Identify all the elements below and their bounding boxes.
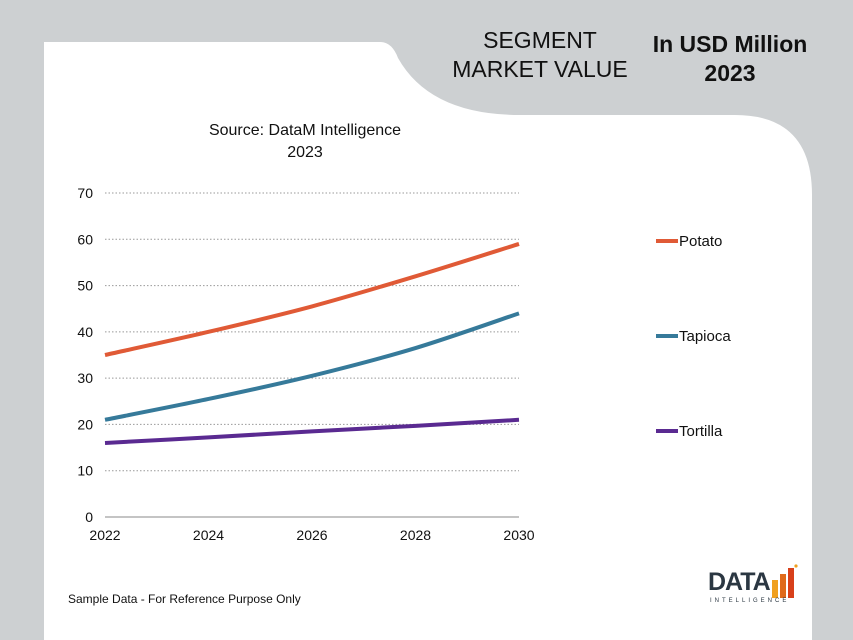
y-tick-label: 0	[85, 509, 93, 525]
y-tick-label: 20	[77, 416, 93, 432]
x-tick-label: 2022	[89, 527, 120, 543]
legend-item-tapioca: Tapioca	[656, 326, 731, 346]
legend-swatch	[656, 334, 678, 338]
x-tick-label: 2026	[296, 527, 327, 543]
series-line-tortilla	[104, 417, 520, 445]
series-line-potato	[104, 242, 520, 357]
chart-subtitle: 2023	[287, 144, 323, 161]
usd-line: In USD Million	[652, 31, 808, 57]
sample-data-footnote: Sample Data - For Reference Purpose Only	[68, 592, 301, 606]
legend-item-tortilla: Tortilla	[656, 421, 722, 441]
chart-title: Source: DataM Intelligence	[208, 122, 402, 139]
x-tick-label: 2028	[400, 527, 431, 543]
legend-item-potato: Potato	[656, 231, 722, 251]
y-tick-label: 10	[77, 463, 93, 479]
logo-subtitle: INTELLIGENCE	[710, 598, 790, 604]
legend-label: Tapioca	[679, 327, 731, 345]
x-tick-label: 2030	[503, 527, 534, 543]
y-tick-label: 30	[77, 370, 93, 386]
y-tick-label: 50	[77, 278, 93, 294]
datam-logo: DATA INTELLIGENCE	[708, 562, 800, 612]
y-tick-label: 60	[77, 231, 93, 247]
series-line-tapioca	[104, 311, 520, 422]
x-tick-label: 2024	[193, 527, 224, 543]
logo-word: DATA	[708, 568, 771, 596]
y-tick-label: 70	[77, 185, 93, 201]
market-value-line: MARKET VALUE	[452, 56, 628, 82]
legend-label: Potato	[679, 232, 723, 250]
legend-label: Tortilla	[679, 422, 723, 440]
year-line: 2023	[704, 60, 756, 86]
currency-year-title: In USD Million 2023	[630, 30, 830, 88]
segment-market-value-title: SEGMENT MARKET VALUE	[430, 26, 650, 84]
legend-swatch	[656, 429, 678, 433]
segment-line: SEGMENT	[483, 27, 597, 53]
logo-bars-icon	[772, 564, 798, 598]
chart-title-block: Source: DataM Intelligence 2023	[160, 120, 450, 164]
legend-swatch	[656, 239, 678, 243]
y-tick-label: 40	[77, 324, 93, 340]
